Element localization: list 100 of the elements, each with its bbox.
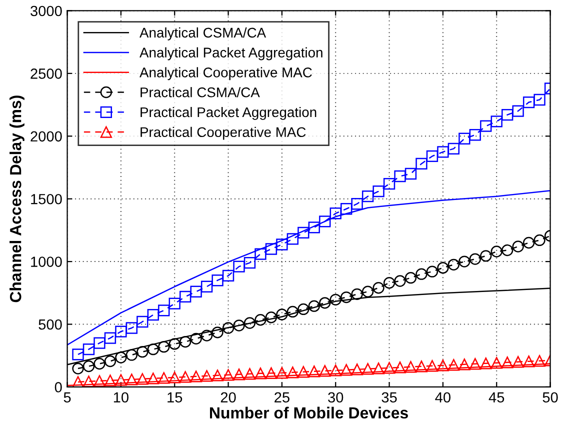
x-tick-label: 20 [220,392,236,403]
x-tick-label: 30 [328,392,344,403]
point [340,203,352,215]
point [448,142,460,155]
legend-label: Practical Packet Aggregation [140,106,316,120]
point [298,226,310,239]
point [94,337,106,349]
point [298,303,310,316]
point [244,256,256,269]
point [82,344,95,356]
point [480,250,492,262]
point [115,352,127,364]
point [136,346,148,358]
point [469,129,481,141]
point [480,120,492,132]
point [190,370,202,382]
point [212,370,224,382]
point [362,363,374,375]
point [136,316,148,328]
point [383,277,396,289]
point [147,344,159,356]
point [104,332,116,344]
point [383,362,396,374]
point [126,349,138,361]
point [200,330,213,342]
y-tick-label: 500 [38,319,62,330]
point [319,365,331,377]
point [522,96,535,108]
point [158,372,170,384]
point [469,358,481,370]
point [351,198,363,210]
point [502,244,514,256]
point [404,272,417,284]
point [522,356,535,368]
point [512,356,524,368]
x-tick-label: 10 [114,392,128,403]
point [190,332,202,345]
point [244,317,256,329]
point [286,233,299,245]
point [426,266,438,278]
point [72,348,84,360]
point [104,355,116,368]
point [512,105,524,117]
y-tick-label: 1500 [31,194,62,204]
point [115,326,127,338]
point [490,116,502,128]
point [469,253,481,265]
legend-label: Practical CSMA/CA [140,87,260,98]
point [458,256,470,268]
y-axis-title: Channel Access Delay (ms) [10,96,24,302]
point [502,356,514,368]
point [158,304,170,316]
point [190,286,202,298]
point [94,375,106,387]
point [308,366,320,378]
legend-label: Analytical Cooperative MAC [140,67,312,80]
y-tick-label: 2000 [30,131,62,142]
y-tick-label: 0 [54,382,62,392]
y-tick-label: 2500 [30,68,62,79]
point [426,150,438,162]
point [168,298,180,310]
point [362,286,374,298]
x-tick-label: 50 [542,392,558,403]
point [126,374,138,386]
x-tick-label: 5 [64,392,71,403]
point [383,178,396,190]
point [136,373,148,385]
y-tick-label: 3000 [30,6,62,16]
point [212,326,224,338]
point [233,320,245,332]
point [372,185,384,198]
x-axis-title: Number of Mobile Devices [210,406,408,419]
x-tick-label: 40 [435,392,450,403]
point [416,360,428,372]
point [340,364,352,376]
point [330,294,342,306]
point [522,236,535,249]
legend-label: Practical Cooperative MAC [140,126,306,140]
point [458,132,470,144]
point [330,364,342,376]
point [394,362,406,374]
point [168,372,180,384]
point [490,246,502,258]
point [534,234,546,246]
point [416,268,428,280]
point [222,369,234,381]
point [319,297,331,309]
x-tick-label: 35 [382,392,397,403]
point [394,275,406,287]
point [286,366,299,378]
x-tick-label: 25 [274,392,290,403]
point [502,108,514,121]
x-tick-label: 15 [168,392,182,403]
x-tick-label: 45 [488,392,504,403]
point [104,374,116,386]
point [426,360,438,372]
y-tick-label: 1000 [31,256,62,267]
point [254,248,266,260]
point [458,358,470,370]
point [308,222,320,234]
